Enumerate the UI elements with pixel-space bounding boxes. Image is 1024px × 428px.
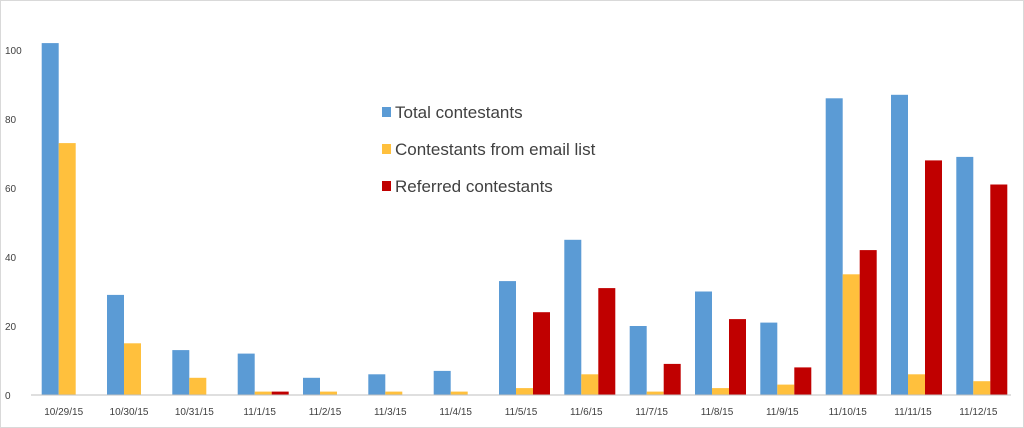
legend-swatch <box>382 181 391 191</box>
bar-total-contestants <box>107 294 124 395</box>
legend-label: Contestants from email list <box>395 140 596 159</box>
bar-total-contestants <box>433 370 451 395</box>
bar-referred-contestants <box>663 363 681 395</box>
bar-contestants-from-email-list <box>712 388 729 395</box>
x-tick-label: 10/31/15 <box>175 407 214 418</box>
y-tick-label: 40 <box>5 253 17 264</box>
legend-label: Referred contestants <box>395 177 553 196</box>
bar-contestants-from-email-list <box>973 381 991 395</box>
bar-contestants-from-email-list <box>320 391 337 395</box>
bar-referred-contestants <box>925 160 942 395</box>
x-axis-ticks: 10/29/15 10/30/15 10/31/15 11/1/15 11/2/15 11… <box>44 407 998 418</box>
bar-total-contestants <box>956 156 974 395</box>
bar-total-contestants <box>891 94 908 396</box>
bar-referred-contestants <box>794 367 812 395</box>
bar-referred-contestants <box>598 288 616 395</box>
bar-total-contestants <box>303 377 320 396</box>
bar-total-contestants <box>237 353 255 395</box>
bar-total-contestants <box>760 322 778 395</box>
bar-referred-contestants <box>271 391 289 395</box>
x-tick-label: 10/29/15 <box>44 407 83 418</box>
legend-swatch <box>382 144 391 154</box>
bar-contestants-from-email-list <box>516 388 533 395</box>
bar-contestants-from-email-list <box>124 343 141 396</box>
bar-total-contestants <box>825 98 843 396</box>
x-tick-label: 11/6/15 <box>570 407 603 418</box>
x-tick-label: 11/8/15 <box>701 407 734 418</box>
bar-total-contestants <box>695 291 712 395</box>
bar-contestants-from-email-list <box>581 374 599 395</box>
x-tick-label: 11/5/15 <box>505 407 538 418</box>
bar-contestants-from-email-list <box>842 274 860 396</box>
bar-contestants-from-email-list <box>777 384 795 395</box>
bar-contestants-from-email-list <box>58 143 76 395</box>
chart-bars <box>41 43 1008 396</box>
bar-contestants-from-email-list <box>646 391 664 395</box>
y-tick-label: 0 <box>5 391 11 402</box>
y-tick-label: 60 <box>5 184 17 195</box>
bar-contestants-from-email-list <box>189 377 207 396</box>
bar-referred-contestants <box>533 312 550 395</box>
bar-referred-contestants <box>990 184 1008 395</box>
bar-total-contestants <box>41 43 59 395</box>
x-tick-label: 11/9/15 <box>766 407 799 418</box>
bar-total-contestants <box>564 239 582 396</box>
bar-total-contestants <box>629 326 647 395</box>
y-axis-ticks: 0 20 40 60 80 100 <box>5 46 22 402</box>
x-tick-label: 10/30/15 <box>110 407 149 418</box>
x-tick-label: 11/12/15 <box>959 407 998 418</box>
y-tick-label: 100 <box>5 46 22 57</box>
x-tick-label: 11/4/15 <box>439 407 472 418</box>
bar-referred-contestants <box>729 319 746 395</box>
bar-contestants-from-email-list <box>254 391 272 395</box>
legend-swatch <box>382 107 391 117</box>
x-tick-label: 11/10/15 <box>829 407 868 418</box>
bar-contestants-from-email-list <box>908 374 925 395</box>
x-tick-label: 11/11/15 <box>894 407 932 418</box>
y-tick-label: 80 <box>5 115 17 126</box>
bar-contestants-from-email-list <box>385 391 403 395</box>
x-tick-label: 11/3/15 <box>374 407 407 418</box>
y-tick-label: 20 <box>5 322 17 333</box>
bar-contestants-from-email-list <box>450 391 468 395</box>
bar-total-contestants <box>499 281 516 395</box>
x-tick-label: 11/2/15 <box>309 407 342 418</box>
x-tick-label: 11/1/15 <box>243 407 276 418</box>
bar-total-contestants <box>172 350 190 395</box>
bar-referred-contestants <box>859 250 877 395</box>
legend-label: Total contestants <box>395 103 523 122</box>
x-tick-label: 11/7/15 <box>635 407 668 418</box>
legend: Total contestants Contestants from email … <box>382 103 596 196</box>
bar-total-contestants <box>368 374 386 395</box>
